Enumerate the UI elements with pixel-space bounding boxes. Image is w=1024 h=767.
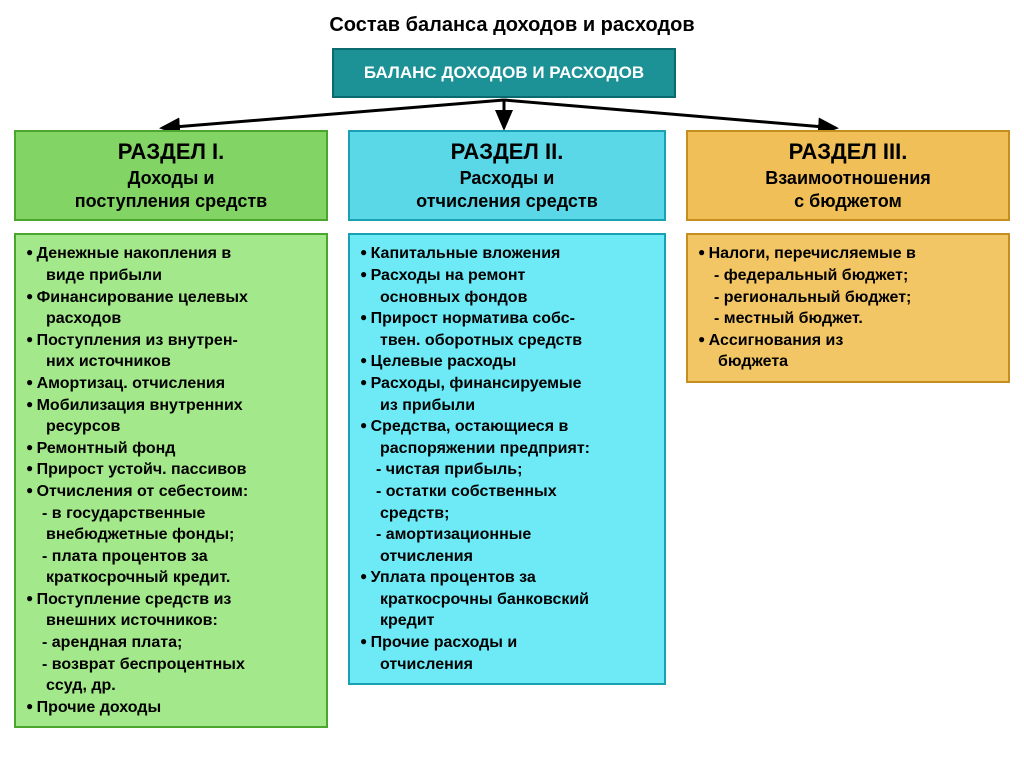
list-item: расходов [26, 308, 318, 330]
list-item: бюджета [698, 351, 1000, 373]
list-item: плата процентов за [26, 546, 318, 568]
section-header-3: РАЗДЕЛ III.Взаимоотношения с бюджетом [686, 130, 1010, 221]
columns-container: РАЗДЕЛ I.Доходы и поступления средств Ден… [14, 130, 1010, 728]
section-subtitle: Взаимоотношения с бюджетом [694, 167, 1002, 214]
root-node-label: БАЛАНС ДОХОДОВ И РАСХОДОВ [364, 63, 644, 83]
list-item: Поступления из внутрен- [26, 330, 318, 352]
section-header-1: РАЗДЕЛ I.Доходы и поступления средств [14, 130, 328, 221]
list-item: основных фондов [360, 287, 656, 309]
section-title: РАЗДЕЛ I. [22, 138, 320, 167]
list-item: возврат беспроцентных [26, 654, 318, 676]
list-item: Капитальные вложения [360, 243, 656, 265]
list-item: Прочие доходы [26, 697, 318, 719]
list-item: Мобилизация внутренних [26, 395, 318, 417]
section-content-1: Денежные накопления ввиде прибылиФинанси… [14, 233, 328, 728]
list-item: внебюджетные фонды; [26, 524, 318, 546]
list-item: краткосрочны банковский [360, 589, 656, 611]
list-item: Расходы на ремонт [360, 265, 656, 287]
list-item: отчисления [360, 546, 656, 568]
page-title: Состав баланса доходов и расходов [0, 0, 1024, 45]
arrow-connectors [0, 98, 1024, 134]
list-item: Ремонтный фонд [26, 438, 318, 460]
list-item: местный бюджет. [698, 308, 1000, 330]
section-column-3: РАЗДЕЛ III.Взаимоотношения с бюджетом Нал… [686, 130, 1010, 728]
section-subtitle: Расходы и отчисления средств [356, 167, 658, 214]
list-item: Финансирование целевых [26, 287, 318, 309]
list-item: региональный бюджет; [698, 287, 1000, 309]
list-item: Целевые расходы [360, 351, 656, 373]
list-item: остатки собственных [360, 481, 656, 503]
list-item: Прирост норматива собс- [360, 308, 656, 330]
list-item: краткосрочный кредит. [26, 567, 318, 589]
list-item: арендная плата; [26, 632, 318, 654]
list-item: в государственные [26, 503, 318, 525]
list-item: ссуд, др. [26, 675, 318, 697]
list-item: Амортизац. отчисления [26, 373, 318, 395]
list-item: чистая прибыль; [360, 459, 656, 481]
list-item: твен. оборотных средств [360, 330, 656, 352]
list-item: Уплата процентов за [360, 567, 656, 589]
list-item: из прибыли [360, 395, 656, 417]
list-item: кредит [360, 610, 656, 632]
list-item: Поступление средств из [26, 589, 318, 611]
section-content-3: Налоги, перечисляемые вфедеральный бюдже… [686, 233, 1010, 383]
list-item: распоряжении предприят: [360, 438, 656, 460]
list-item: Средства, остающиеся в [360, 416, 656, 438]
list-item: Налоги, перечисляемые в [698, 243, 1000, 265]
section-title: РАЗДЕЛ II. [356, 138, 658, 167]
list-item: них источников [26, 351, 318, 373]
section-content-2: Капитальные вложенияРасходы на ремонтосн… [348, 233, 666, 685]
section-header-2: РАЗДЕЛ II.Расходы и отчисления средств [348, 130, 666, 221]
section-subtitle: Доходы и поступления средств [22, 167, 320, 214]
list-item: Отчисления от себестоим: [26, 481, 318, 503]
list-item: амортизационные [360, 524, 656, 546]
list-item: отчисления [360, 654, 656, 676]
list-item: внешних источников: [26, 610, 318, 632]
section-column-2: РАЗДЕЛ II.Расходы и отчисления средств Ка… [348, 130, 666, 728]
list-item: Прирост устойч. пассивов [26, 459, 318, 481]
section-column-1: РАЗДЕЛ I.Доходы и поступления средств Ден… [14, 130, 328, 728]
list-item: средств; [360, 503, 656, 525]
list-item: Денежные накопления в [26, 243, 318, 265]
list-item: федеральный бюджет; [698, 265, 1000, 287]
list-item: ресурсов [26, 416, 318, 438]
list-item: Расходы, финансируемые [360, 373, 656, 395]
list-item: виде прибыли [26, 265, 318, 287]
list-item: Прочие расходы и [360, 632, 656, 654]
list-item: Ассигнования из [698, 330, 1000, 352]
root-node: БАЛАНС ДОХОДОВ И РАСХОДОВ [332, 48, 676, 98]
section-title: РАЗДЕЛ III. [694, 138, 1002, 167]
